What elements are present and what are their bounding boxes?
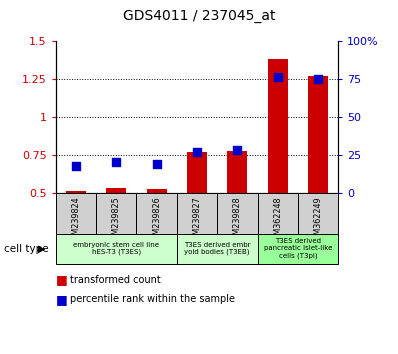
Text: GSM362248: GSM362248 — [273, 196, 282, 245]
Bar — [66, 191, 86, 193]
Text: transformed count: transformed count — [70, 275, 160, 285]
Bar — [258, 193, 298, 234]
Bar — [308, 76, 328, 193]
Point — [315, 76, 321, 81]
Bar — [106, 188, 127, 193]
Bar — [137, 193, 177, 234]
Bar — [298, 193, 338, 234]
Text: embryonic stem cell line
hES-T3 (T3ES): embryonic stem cell line hES-T3 (T3ES) — [73, 242, 159, 256]
Text: GSM362249: GSM362249 — [314, 196, 323, 245]
Bar — [217, 193, 258, 234]
Text: GSM239825: GSM239825 — [112, 196, 121, 245]
Bar — [177, 234, 258, 264]
Bar — [177, 193, 217, 234]
Point — [194, 149, 200, 155]
Point — [275, 74, 281, 80]
Text: GDS4011 / 237045_at: GDS4011 / 237045_at — [123, 9, 275, 23]
Text: GSM239827: GSM239827 — [193, 196, 201, 245]
Bar — [267, 59, 288, 193]
Text: ■: ■ — [56, 273, 68, 286]
Point — [113, 160, 119, 165]
Bar — [56, 234, 177, 264]
Text: GSM239826: GSM239826 — [152, 196, 161, 245]
Point — [73, 163, 79, 169]
Text: ■: ■ — [56, 293, 68, 306]
Bar — [258, 234, 338, 264]
Bar — [227, 151, 248, 193]
Bar — [146, 189, 167, 193]
Text: GSM239824: GSM239824 — [71, 196, 80, 245]
Text: percentile rank within the sample: percentile rank within the sample — [70, 294, 235, 304]
Text: T3ES derived embr
yoid bodies (T3EB): T3ES derived embr yoid bodies (T3EB) — [184, 242, 250, 256]
Text: T3ES derived
pancreatic islet-like
cells (T3pi): T3ES derived pancreatic islet-like cells… — [264, 239, 332, 259]
Text: cell type: cell type — [4, 244, 49, 254]
Text: GSM239828: GSM239828 — [233, 196, 242, 245]
Bar — [56, 193, 96, 234]
Point — [154, 161, 160, 167]
Point — [234, 148, 240, 153]
Bar — [96, 193, 137, 234]
Bar — [187, 152, 207, 193]
Text: ▶: ▶ — [38, 244, 45, 254]
